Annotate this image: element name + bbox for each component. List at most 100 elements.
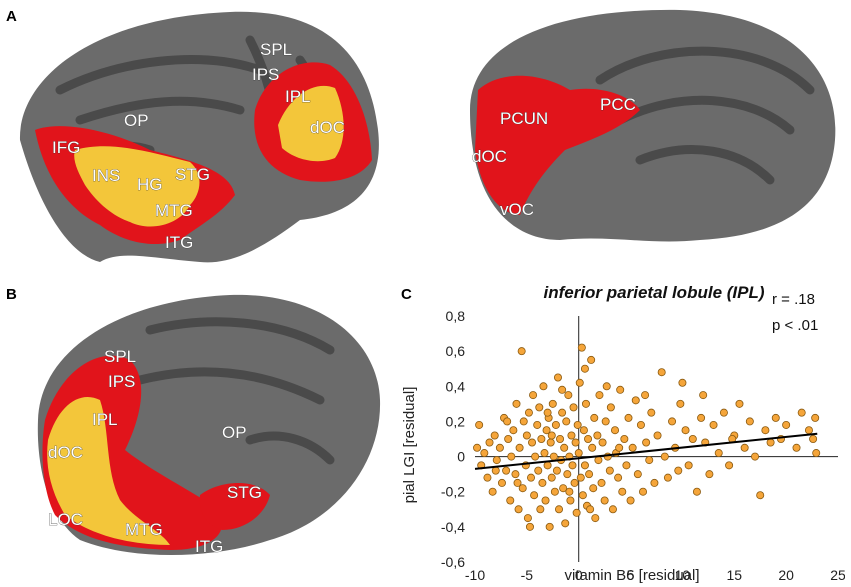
data-point [490, 431, 499, 440]
data-point [620, 434, 629, 443]
data-point [614, 473, 623, 482]
data-point [633, 470, 642, 479]
data-point [475, 420, 484, 429]
data-point [543, 408, 552, 417]
data-point [622, 461, 631, 470]
brain-a-medial: PCUN PCC dOC vOC [470, 9, 836, 242]
roi-label: vOC [500, 200, 534, 219]
data-point [535, 403, 544, 412]
x-tick-label: 0 [575, 567, 583, 583]
data-point [725, 461, 734, 470]
data-point [546, 438, 555, 447]
data-point [647, 408, 656, 417]
red-cluster-temporal [199, 482, 270, 530]
roi-label: IPS [108, 372, 135, 391]
roi-label: HG [137, 175, 163, 194]
data-point [584, 434, 593, 443]
data-point [511, 470, 520, 479]
y-tick-label: 0,4 [446, 378, 466, 394]
data-point [504, 434, 513, 443]
data-point [697, 413, 706, 422]
data-point [503, 417, 512, 426]
data-point [514, 505, 523, 514]
data-point [549, 452, 558, 461]
data-point [674, 466, 683, 475]
data-point [541, 496, 550, 505]
data-point [636, 420, 645, 429]
data-point [539, 382, 548, 391]
data-point [782, 420, 791, 429]
x-tick-label: 25 [830, 567, 845, 583]
stat-p: p < .01 [772, 317, 818, 334]
data-point [553, 373, 562, 382]
roi-label: dOC [472, 147, 507, 166]
data-point [556, 434, 565, 443]
data-point [528, 438, 537, 447]
fit-line [474, 432, 818, 470]
x-tick-label: 5 [627, 567, 635, 583]
x-tick-label: 15 [726, 567, 742, 583]
data-point [745, 417, 754, 426]
roi-label: dOC [48, 443, 83, 462]
data-point [615, 443, 624, 452]
data-point [668, 417, 677, 426]
data-point [502, 466, 511, 475]
data-point [663, 473, 672, 482]
roi-label: SPL [260, 40, 292, 59]
y-tick-label: -0,4 [441, 519, 465, 535]
data-point [608, 505, 617, 514]
data-point [719, 408, 728, 417]
data-point [547, 473, 556, 482]
data-point [628, 443, 637, 452]
roi-label: LOC [48, 510, 83, 529]
data-point [572, 508, 581, 517]
x-tick-label: 10 [675, 567, 691, 583]
data-point [804, 426, 813, 435]
data-point [578, 491, 587, 500]
data-point [483, 473, 492, 482]
x-tick-label: -5 [521, 567, 534, 583]
data-point [473, 443, 482, 452]
data-point [705, 470, 714, 479]
data-point [641, 391, 650, 400]
y-tick-label: 0,2 [446, 413, 466, 429]
data-point [642, 438, 651, 447]
data-point [580, 461, 589, 470]
regression-line [474, 432, 818, 470]
roi-label: IPL [92, 410, 118, 429]
data-point [605, 466, 614, 475]
brain-a-lateral: SPL IPS IPL dOC OP IFG INS HG STG MTG IT… [19, 11, 379, 263]
data-point [568, 461, 577, 470]
data-point [618, 487, 627, 496]
data-point [533, 420, 542, 429]
roi-label: SPL [104, 347, 136, 366]
data-point [597, 478, 606, 487]
data-point [509, 426, 518, 435]
data-point [631, 396, 640, 405]
data-point [811, 413, 820, 422]
data-point [495, 443, 504, 452]
data-point [512, 399, 521, 408]
data-point [575, 378, 584, 387]
data-point [756, 491, 765, 500]
data-point [692, 487, 701, 496]
data-point [771, 413, 780, 422]
y-axis-title: pial LGI [residual] [401, 387, 418, 504]
roi-label: INS [92, 166, 120, 185]
data-point [565, 487, 574, 496]
y-tick-label: 0,8 [446, 308, 466, 324]
data-point [639, 487, 648, 496]
data-point [699, 391, 708, 400]
roi-label: dOC [310, 118, 345, 137]
data-point [522, 431, 531, 440]
data-point [587, 355, 596, 364]
roi-label: ITG [165, 233, 193, 252]
data-point [485, 438, 494, 447]
data-point [517, 347, 526, 356]
data-point [812, 449, 821, 458]
data-point [536, 505, 545, 514]
data-point [600, 496, 609, 505]
data-point [611, 426, 620, 435]
data-point [547, 431, 556, 440]
data-point [573, 420, 582, 429]
